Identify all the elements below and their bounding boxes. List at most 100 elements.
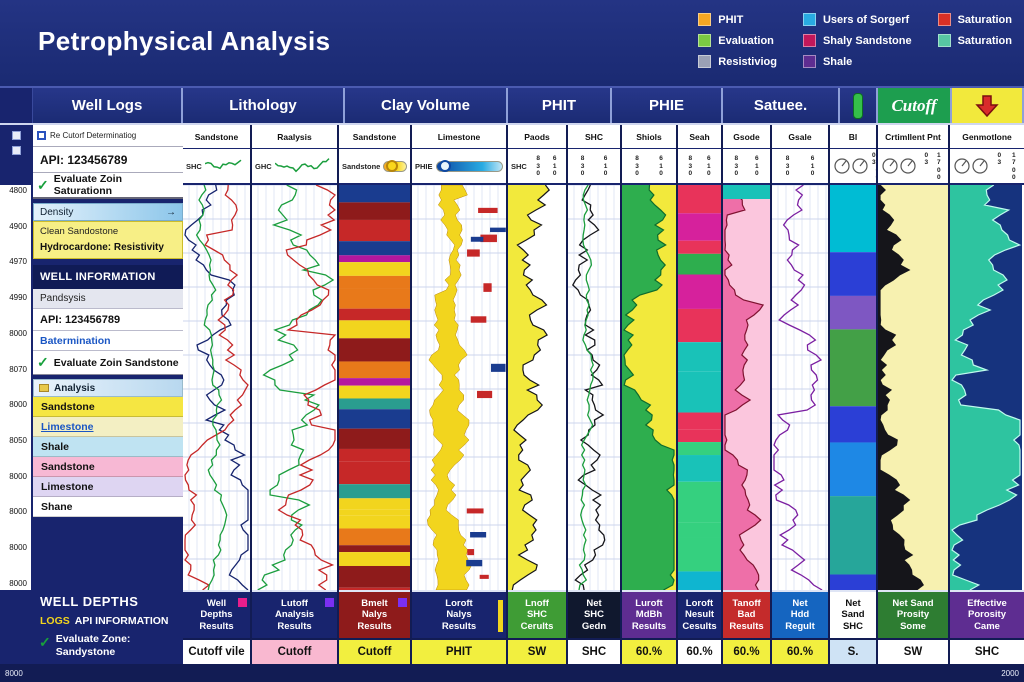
sidebar-item-sandstone[interactable]: Sandstone (33, 457, 183, 477)
tab-greenbar-button[interactable] (840, 88, 878, 123)
tab-label: Lithology (229, 97, 297, 114)
determination-link[interactable]: Batermination (33, 331, 183, 351)
track-plot[interactable] (252, 185, 337, 590)
sidebar-item-limestone[interactable]: Limestone (33, 417, 183, 437)
track-value[interactable]: SHC (568, 638, 620, 664)
cutoff-determination-label: Re Cutorf Determinatiog (50, 131, 137, 140)
scale-digit: 6 (552, 155, 557, 163)
track-value[interactable]: SHC (950, 638, 1024, 664)
sidebar-spacer (33, 517, 183, 590)
track-value[interactable]: Cutoff (339, 638, 410, 664)
track-header: Gsale 8 3 0 6 1 0 (772, 125, 828, 185)
track-result-line: Luroft (635, 598, 663, 610)
cutoff-determination-row[interactable]: Re Cutorf Determinatiog (33, 125, 183, 147)
track-value[interactable]: Cutoff (252, 638, 337, 664)
sidebar-item-label: Sandstone (41, 400, 95, 413)
tab-cutoff[interactable]: Cutoff (878, 88, 952, 123)
tab-phie[interactable]: PHIE (612, 88, 723, 123)
depth-ruler-column: 4800 4900 4970 4990 8000 8070 8000 8050 8000 8000… (0, 125, 33, 664)
sidebar-item-limestone[interactable]: Limestone (33, 477, 183, 497)
sidebar-item-shale[interactable]: Shale (33, 437, 183, 457)
scale-digit: 0 (1011, 166, 1016, 174)
slider-dot-icon[interactable] (438, 159, 451, 172)
track-result-line: Bad (737, 609, 756, 621)
legend: PHIT Evaluation Resistiviog Users of Sorger… (698, 13, 1012, 68)
track-result-line: Sand (841, 609, 865, 621)
depth-label: 8000 (9, 471, 27, 481)
legend-item-saturation: Saturation (937, 34, 1012, 47)
track-plot[interactable] (723, 185, 770, 590)
track-plot[interactable] (830, 185, 876, 590)
scale-digit: 3 (580, 162, 585, 170)
track-12: Crtimllent Pnt 0 3 1 7 0 0 Net Sand Prosity Some S… (878, 125, 950, 664)
analysis-row[interactable]: Analysis (33, 379, 183, 397)
scale-digit: 1 (706, 162, 711, 170)
track-header-title: Sandstone (339, 125, 410, 149)
track-header-widget-row: Sandstone (339, 149, 410, 183)
track-value[interactable]: S. (830, 638, 876, 664)
track-plot-svg (568, 185, 620, 590)
track-result-line: SHC (526, 609, 548, 621)
track-header-sublabel: SHC (186, 161, 202, 171)
track-value[interactable]: 60.% (723, 638, 770, 664)
bar-blue-slider[interactable] (435, 159, 503, 172)
sidebar-item-shane[interactable]: Shane (33, 497, 183, 517)
bottom-right-depth: 2000 (1001, 668, 1019, 678)
tab-label: Well Logs (71, 97, 143, 114)
track-value[interactable]: SW (878, 638, 948, 664)
legend-item-shale: Shale (802, 55, 912, 68)
track-value[interactable]: PHIT (412, 638, 506, 664)
track-result-label: Net Sand SHC (830, 590, 876, 638)
tab-phit[interactable]: PHIT (508, 88, 612, 123)
track-plot[interactable] (622, 185, 676, 590)
sidebar-item-sandstone[interactable]: Sandstone (33, 397, 183, 417)
bar-orange-slider[interactable] (383, 159, 407, 172)
scale-digit: 1 (754, 162, 759, 170)
track-13: Genmotlone 0 3 1 7 0 0 Effective Porosity Came SHC (950, 125, 1024, 664)
scale-digit: 3 (688, 162, 693, 170)
track-plot[interactable] (950, 185, 1024, 590)
pandsysis-row[interactable]: Pandsysis (33, 289, 183, 309)
hydrocarbon-resistivity-label: Hydrocardone: Resistivity (40, 241, 164, 253)
track-plot[interactable] (568, 185, 620, 590)
tab-well-logs[interactable]: Well Logs (33, 88, 183, 123)
sidebar-item-label: Sandstone (41, 460, 95, 473)
tab-satuee[interactable]: Satuee. (723, 88, 840, 123)
track-plot[interactable] (183, 185, 250, 590)
track-plot[interactable] (339, 185, 410, 590)
checkbox-icon[interactable] (37, 131, 46, 140)
evaluate-zone-mid-label: Evaluate Zoin Sandstone (53, 356, 179, 369)
track-plot[interactable] (508, 185, 566, 590)
tab-arrow-button[interactable] (952, 88, 1024, 123)
scale-digit: 1 (659, 162, 663, 170)
slider-dot-icon[interactable] (386, 159, 399, 172)
accent-mark (238, 598, 247, 607)
scale-digit: 3 (997, 159, 1002, 167)
scale-digit: 3 (635, 162, 639, 170)
track-value[interactable]: 60.% (678, 638, 721, 664)
scale-digit: 0 (635, 170, 639, 178)
evaluate-zone-bottom-value: Sandystone (55, 646, 116, 659)
track-7: Shiols 8 3 0 6 1 0 Luroft MdBh Results 60.% (622, 125, 678, 664)
tab-label: PHIE (648, 97, 684, 114)
density-dropdown[interactable]: Density → (33, 203, 183, 221)
tab-clay-volume[interactable]: Clay Volume (345, 88, 508, 123)
track-plot[interactable] (678, 185, 721, 590)
legend-swatch (802, 34, 816, 47)
track-value[interactable]: SW (508, 638, 566, 664)
track-value[interactable]: Cutoff vile (183, 638, 250, 664)
scale-digit: 0 (706, 170, 711, 178)
track-value[interactable]: 60.% (772, 638, 828, 664)
track-plot[interactable] (412, 185, 506, 590)
track-value[interactable]: 60.% (622, 638, 676, 664)
track-plot[interactable] (772, 185, 828, 590)
track-plot-svg (622, 185, 676, 590)
track-plot[interactable] (878, 185, 948, 590)
track-result-line: Nesult (684, 609, 715, 621)
tab-lithology[interactable]: Lithology (183, 88, 345, 123)
legend-label: Saturation (957, 13, 1012, 26)
track-result-label: Tanoff Bad Results (723, 590, 770, 638)
